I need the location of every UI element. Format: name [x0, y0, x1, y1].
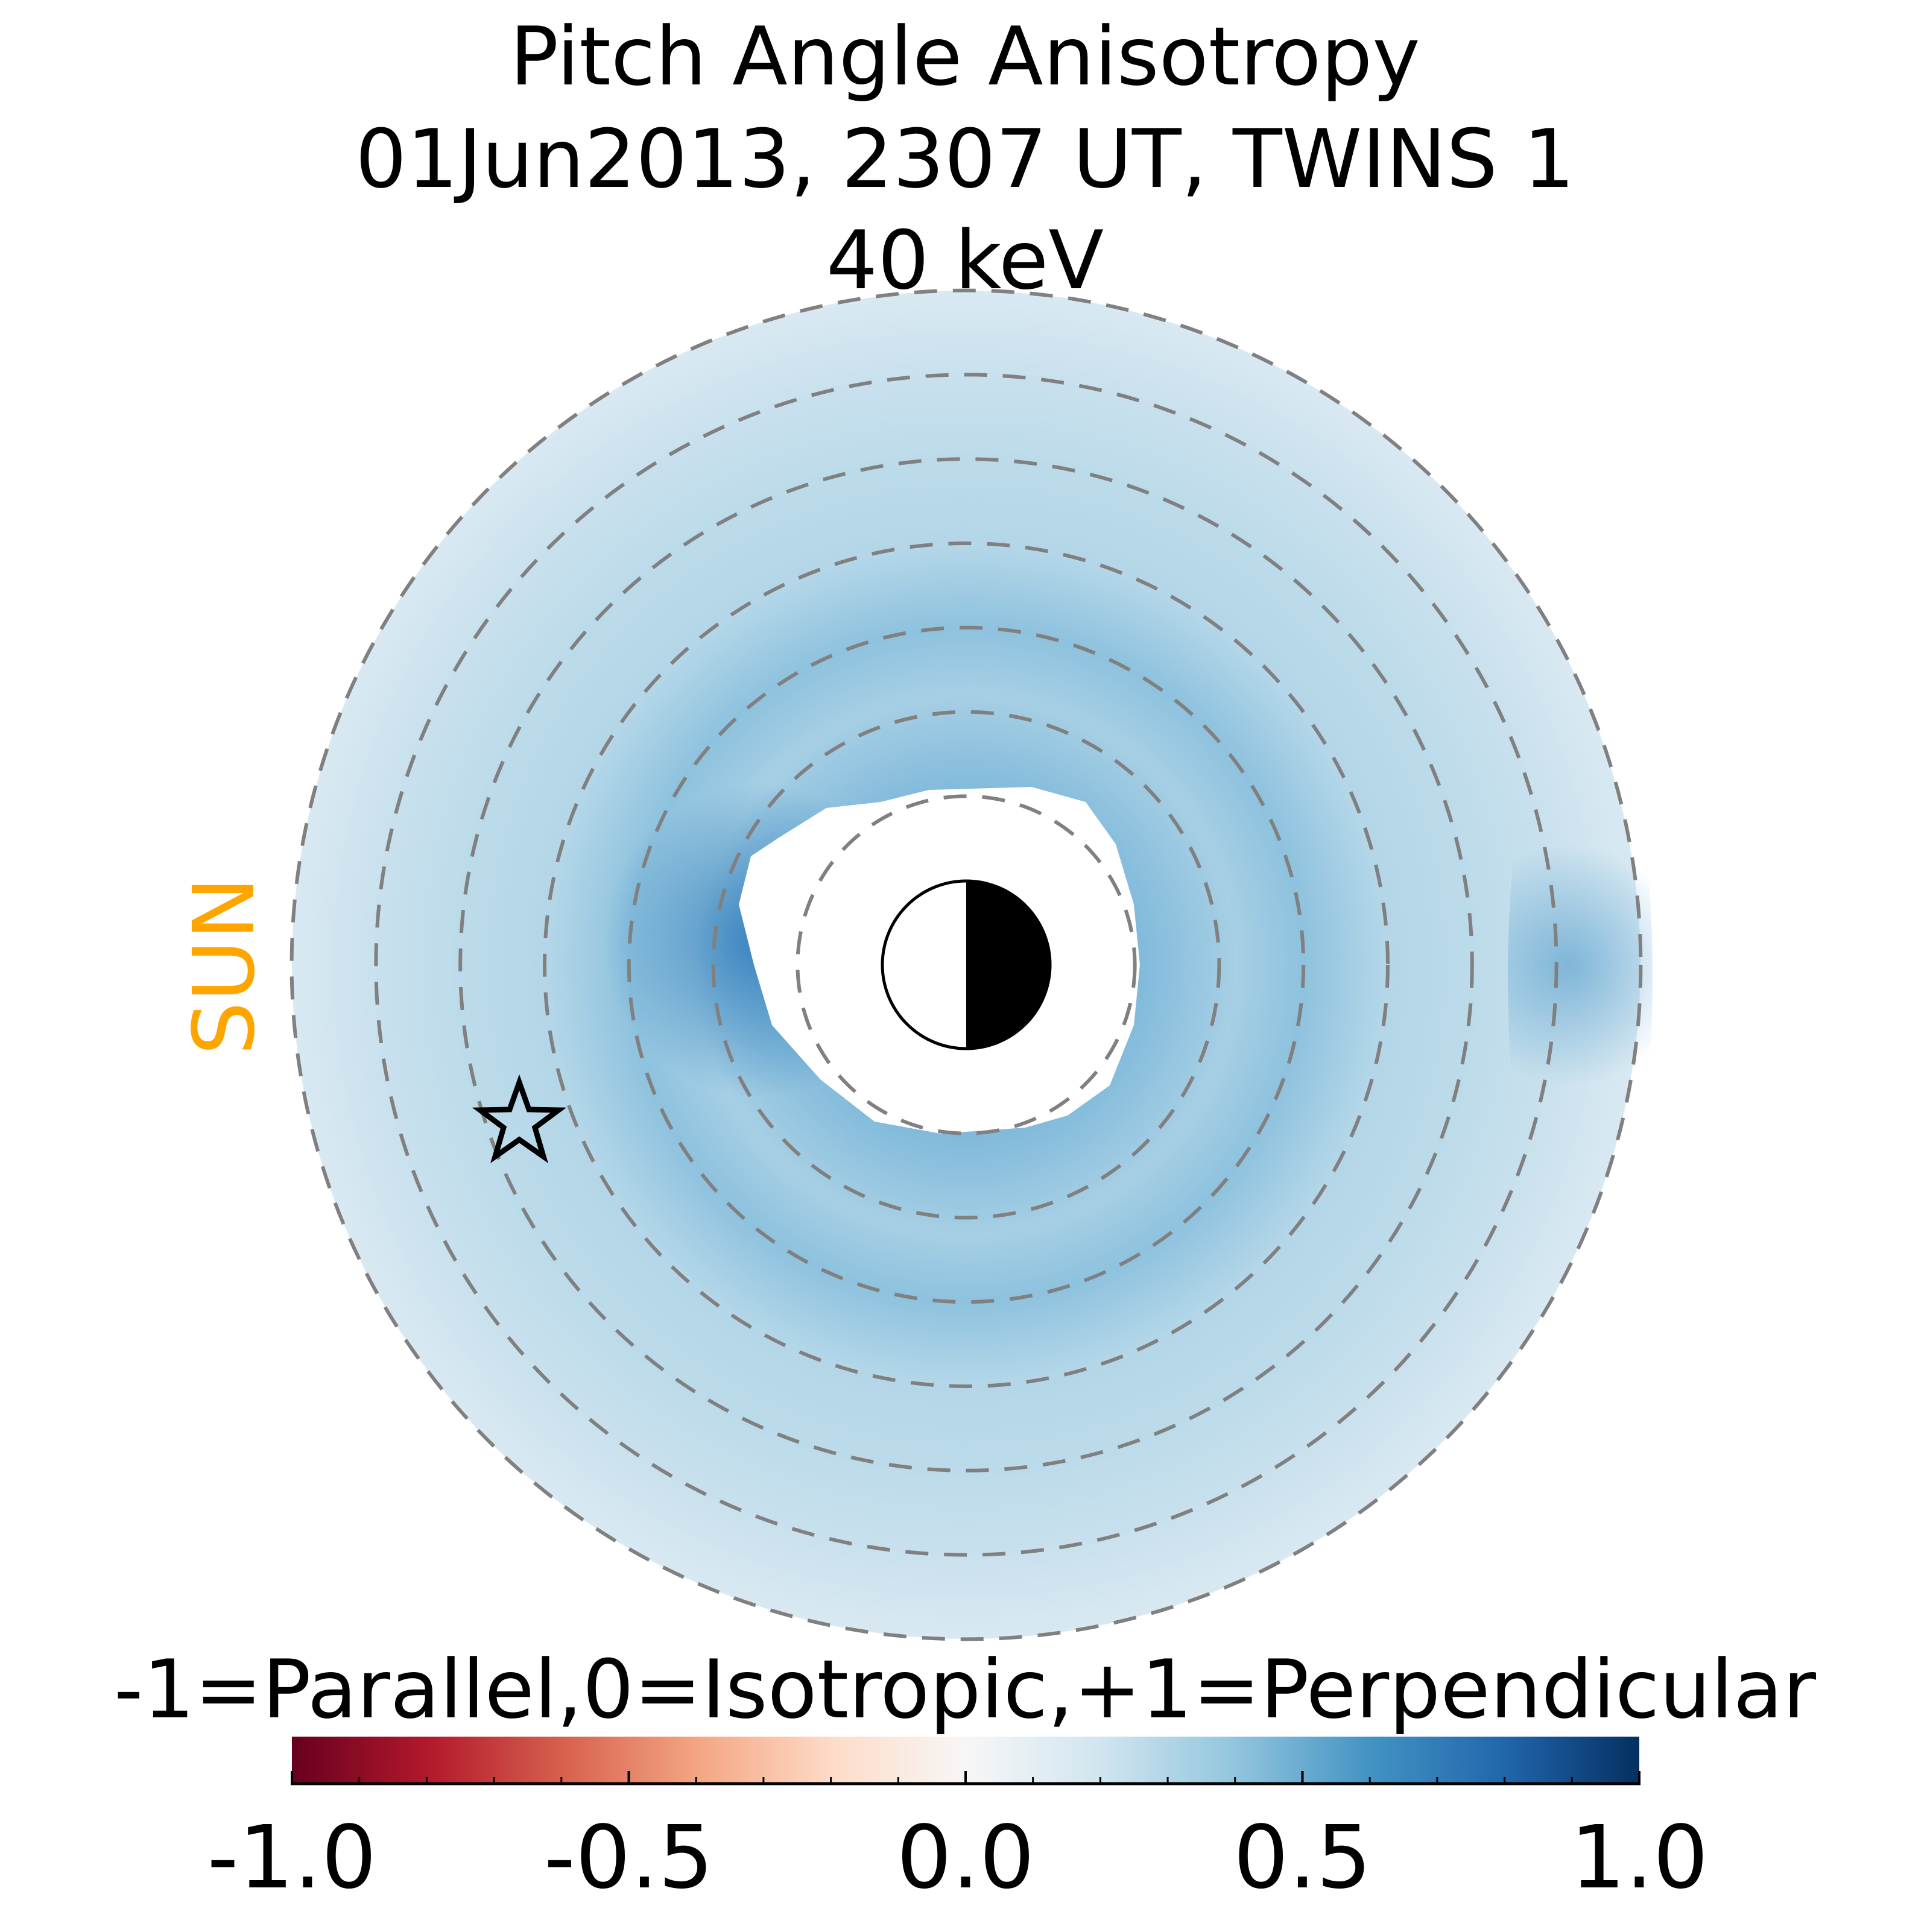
- sun-direction-label: SUN: [176, 877, 274, 1055]
- colorbar-tick-label: -1.0: [207, 1807, 377, 1908]
- title: Pitch Angle Anisotropy 01Jun2013, 2307 U…: [355, 10, 1575, 308]
- colorbar-tick-label: 0.5: [1233, 1807, 1372, 1908]
- ring-5re: [543, 541, 1390, 1388]
- ring-2re: [796, 794, 1137, 1135]
- radial-rings: [290, 288, 1643, 1641]
- dawn-band: [1508, 663, 1653, 1290]
- title-line-2: 01Jun2013, 2307 UT, TWINS 1: [355, 112, 1575, 206]
- colorbar-tick-label: 0.0: [896, 1807, 1034, 1908]
- title-line-1: Pitch Angle Anisotropy: [510, 10, 1420, 104]
- ring-7re: [374, 373, 1558, 1557]
- ring-4re: [627, 625, 1306, 1304]
- colorbar-label: -1=Parallel,0=Isotropic,+1=Perpendicular: [114, 1643, 1817, 1737]
- ring-8re: [290, 288, 1643, 1641]
- ring-3re: [711, 710, 1221, 1220]
- earth-icon: [881, 879, 1052, 1050]
- anisotropy-map: [290, 288, 1653, 1641]
- colorbar: -1=Parallel,0=Isotropic,+1=Perpendicular…: [114, 1643, 1817, 1908]
- ring-6re: [458, 457, 1474, 1473]
- colorbar-tick-label: -0.5: [544, 1807, 713, 1908]
- star-marker-icon: [472, 1074, 567, 1164]
- colorbar-tick-label: 1.0: [1570, 1807, 1708, 1908]
